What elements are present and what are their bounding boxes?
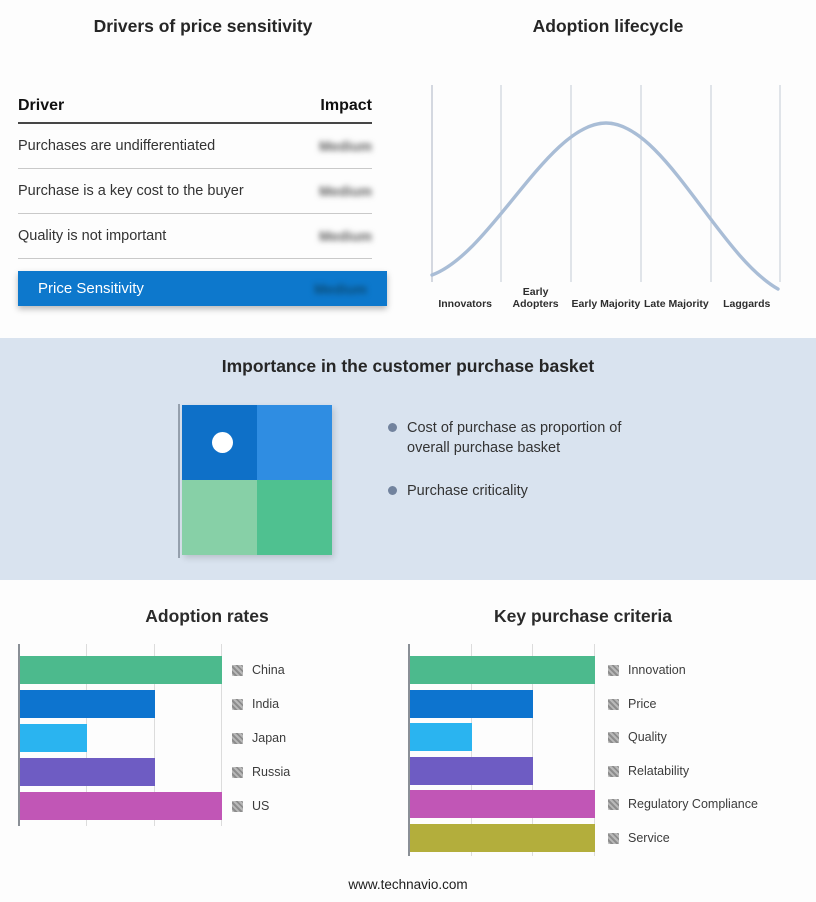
quadrant-cell-top-right: [257, 405, 332, 480]
bar-innovation: [410, 656, 595, 684]
driver-label: Purchase is a key cost to the buyer: [18, 183, 244, 199]
bar-quality: [410, 723, 472, 751]
legend-marker-icon: [608, 731, 619, 743]
bullet-text: Cost of purchase as proportion of overal…: [407, 420, 622, 457]
quadrant-cell-bottom-right: [257, 480, 332, 555]
legend-label: Quality: [628, 730, 667, 744]
legend-item: Regulatory Compliance: [608, 797, 758, 811]
legend-marker-icon: [608, 765, 619, 777]
impact-value-redacted: Medium: [314, 280, 367, 297]
driver-column-header: Driver: [18, 97, 65, 114]
legend-marker-icon: [232, 664, 243, 676]
legend-marker-icon: [232, 800, 243, 812]
table-row: Purchase is a key cost to the buyer Medi…: [18, 169, 372, 214]
legend-label: Relatability: [628, 764, 690, 778]
legend-item: Innovation: [608, 663, 686, 677]
legend-marker-icon: [608, 698, 619, 710]
basket-panel-title: Importance in the customer purchase bask…: [221, 356, 595, 376]
quadrant-axis-line: [178, 404, 180, 558]
drivers-table: Driver Impact Purchases are undifferenti…: [18, 90, 372, 259]
quadrant-cell-bottom-left: [182, 480, 257, 555]
gridline: [153, 644, 155, 826]
lifecycle-panel-title: Adoption lifecycle: [532, 16, 684, 36]
stage-label: Early Majority: [571, 297, 641, 310]
legend-marker-icon: [232, 732, 243, 744]
legend-item: Service: [608, 831, 670, 845]
legend-label: China: [252, 663, 285, 677]
basket-bullet-list: Cost of purchase as proportion of overal…: [388, 418, 650, 523]
legend-label: Innovation: [628, 663, 686, 677]
bar-china: [20, 656, 222, 684]
legend-item: Russia: [232, 765, 290, 779]
key-purchase-criteria-title: Key purchase criteria: [493, 606, 672, 626]
key-purchase-criteria-chart: [408, 644, 595, 856]
lifecycle-curve-svg: [430, 85, 781, 291]
stage-label: Innovators: [438, 297, 493, 310]
bar-service: [410, 824, 595, 852]
lifecycle-stage-labels: Innovators Early Adopters Early Majority…: [430, 282, 782, 310]
bell-curve: [430, 121, 780, 291]
adoption-rates-chart: [18, 644, 222, 826]
driver-label: Purchases are undifferentiated: [18, 138, 216, 154]
legend-label: US: [252, 799, 270, 813]
bottom-charts-section: Adoption rates Key purchase criteria Chi…: [0, 580, 816, 902]
impact-value-redacted: Medium: [319, 228, 372, 244]
bar-india: [20, 690, 155, 718]
legend-item: US: [232, 799, 269, 813]
bar-russia: [20, 758, 155, 786]
bar-japan: [20, 724, 88, 752]
price-sensitivity-summary-bar: Price Sensitivity Medium: [18, 271, 387, 306]
bar-relatability: [410, 757, 534, 785]
legend-label: Service: [628, 831, 670, 845]
driver-label: Quality is not important: [18, 228, 167, 244]
gridline: [221, 644, 222, 826]
position-marker-dot: [212, 432, 233, 453]
legend-marker-icon: [608, 664, 619, 676]
list-item: Purchase criticality: [388, 481, 650, 501]
legend-label: Price: [628, 697, 657, 711]
stage-label: Early Adopters: [512, 285, 559, 310]
bullet-text: Purchase criticality: [407, 482, 528, 499]
legend-item: Price: [608, 697, 656, 711]
bar-us: [20, 792, 222, 820]
drivers-panel-title: Drivers of price sensitivity: [93, 16, 313, 36]
gridline: [532, 644, 534, 856]
legend-marker-icon: [232, 766, 243, 778]
list-item: Cost of purchase as proportion of overal…: [388, 418, 650, 459]
price-sensitivity-label: Price Sensitivity: [38, 280, 144, 297]
table-row: Quality is not important Medium: [18, 214, 372, 259]
legend-label: Japan: [252, 731, 287, 745]
purchase-basket-quadrant: [182, 405, 332, 555]
legend-label: Russia: [252, 765, 291, 779]
table-row: Purchases are undifferentiated Medium: [18, 124, 372, 169]
legend-item: Quality: [608, 730, 667, 744]
bullet-icon: [388, 423, 397, 432]
impact-column-header: Impact: [320, 97, 372, 114]
bar-price: [410, 690, 534, 718]
legend-item: Relatability: [608, 764, 689, 778]
legend-marker-icon: [608, 832, 619, 844]
drivers-table-header: Driver Impact: [18, 90, 372, 124]
adoption-rates-title: Adoption rates: [145, 606, 269, 626]
bar-regulatory-compliance: [410, 790, 595, 818]
impact-value-redacted: Medium: [319, 138, 372, 154]
legend-item: China: [232, 663, 285, 677]
legend-item: India: [232, 697, 279, 711]
website-link[interactable]: www.technavio.com: [348, 877, 468, 892]
legend-label: Regulatory Compliance: [628, 797, 758, 811]
bullet-icon: [388, 485, 397, 495]
stage-label: Laggards: [723, 297, 771, 310]
purchase-basket-band: Importance in the customer purchase bask…: [0, 338, 816, 580]
stage-label: Late Majority: [643, 297, 709, 310]
adoption-lifecycle-chart: Innovators Early Adopters Early Majority…: [430, 85, 782, 310]
legend-marker-icon: [608, 798, 619, 810]
legend-marker-icon: [232, 698, 243, 710]
legend-item: Japan: [232, 731, 286, 745]
gridline: [594, 644, 595, 856]
legend-label: India: [252, 697, 280, 711]
impact-value-redacted: Medium: [319, 183, 372, 199]
